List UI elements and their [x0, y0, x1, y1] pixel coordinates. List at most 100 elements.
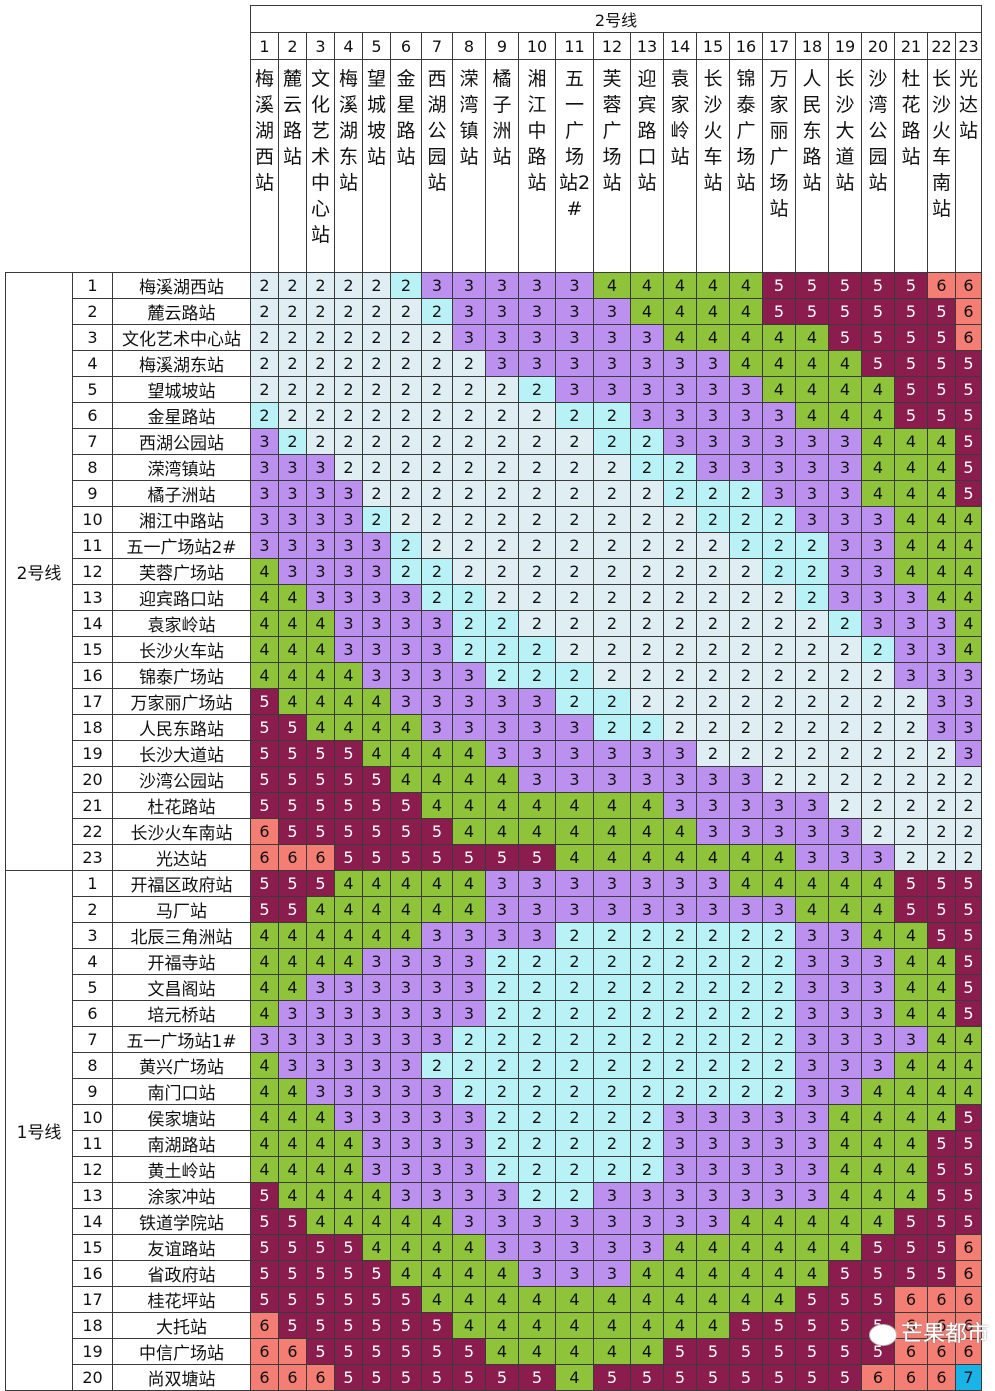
fare-cell: 2 [593, 1026, 631, 1053]
table-row: 20 沙湾公园站 5 5 5 5 5 4 4 4 4 3 3 3 3 3 3 3 2 2 2 2 2 2 2 [6, 766, 982, 793]
fare-cell: 2 [630, 1156, 664, 1183]
fare-cell: 4 [421, 792, 453, 819]
fare-cell: 3 [828, 532, 862, 559]
fare-cell: 5 [955, 1104, 982, 1131]
fare-cell: 4 [955, 558, 982, 585]
fare-cell: 3 [390, 1156, 422, 1183]
table-row: 20 尚双塘站 6 6 6 5 5 5 5 5 5 5 4 5 5 5 5 5 5 5 5 6 6 6 7 [6, 1364, 982, 1391]
fare-cell: 2 [390, 272, 422, 299]
fare-cell: 3 [593, 896, 631, 923]
column-station-name: 光达站 [955, 59, 982, 273]
fare-cell: 3 [452, 272, 486, 299]
column-station-name: 沙湾公园站 [861, 59, 895, 273]
fare-cell: 2 [555, 1156, 594, 1183]
fare-cell: 2 [518, 636, 556, 663]
column-number: 8 [452, 32, 486, 60]
fare-cell: 3 [795, 974, 829, 1001]
table-row: 4 梅溪湖东站 2 2 2 2 2 2 2 2 3 3 3 3 3 3 3 4 4 4 4 5 5 5 5 [6, 350, 982, 377]
fare-cell: 2 [828, 766, 862, 793]
fare-cell: 4 [828, 1234, 862, 1261]
fare-cell: 5 [278, 1208, 307, 1235]
fare-cell: 3 [306, 454, 335, 481]
fare-cell: 3 [518, 766, 556, 793]
fare-cell: 3 [663, 870, 697, 897]
fare-cell: 4 [729, 1260, 763, 1287]
fare-cell: 3 [861, 532, 895, 559]
table-row: 16 锦泰广场站 4 4 4 4 3 3 3 3 2 2 2 2 2 2 2 2 2 2 2 2 3 3 3 [6, 662, 982, 689]
table-row: 5 望城坡站 2 2 2 2 2 2 2 2 2 2 3 3 3 3 3 3 4 4 4 4 5 5 5 [6, 376, 982, 403]
fare-cell: 2 [593, 922, 631, 949]
fare-cell: 3 [421, 974, 453, 1001]
fare-cell: 3 [390, 1078, 422, 1105]
fare-cell: 2 [663, 1052, 697, 1079]
row-number: 23 [72, 844, 113, 871]
fare-cell: 2 [927, 740, 956, 767]
fare-cell: 4 [663, 844, 697, 871]
row-station-name: 芙蓉广场站 [112, 558, 251, 585]
column-station-name: 万家丽广场站 [762, 59, 796, 273]
fare-cell: 4 [452, 818, 486, 845]
fare-cell: 3 [334, 1000, 363, 1027]
column-number: 3 [306, 32, 335, 60]
fare-cell: 5 [278, 740, 307, 767]
fare-cell: 4 [518, 792, 556, 819]
fare-cell: 2 [729, 1052, 763, 1079]
fare-cell: 2 [421, 350, 453, 377]
fare-cell: 2 [362, 298, 391, 325]
table-row: 6 培元桥站 4 3 3 3 3 3 3 3 2 2 2 2 2 2 2 2 2 3 3 3 4 4 5 [6, 1000, 982, 1027]
fare-cell: 5 [452, 844, 486, 871]
fare-cell: 3 [334, 1026, 363, 1053]
fare-cell: 4 [421, 1286, 453, 1313]
column-station-name: 溁湾镇站 [452, 59, 486, 273]
fare-cell: 2 [696, 532, 730, 559]
fare-cell: 3 [663, 1208, 697, 1235]
fare-cell: 2 [362, 376, 391, 403]
fare-cell: 3 [861, 584, 895, 611]
fare-cell: 5 [362, 1338, 391, 1365]
fare-cell: 4 [630, 1338, 664, 1365]
fare-cell: 4 [452, 766, 486, 793]
fare-cell: 5 [390, 1338, 422, 1365]
fare-cell: 3 [485, 272, 519, 299]
fare-cell: 2 [861, 688, 895, 715]
fare-cell: 5 [894, 1234, 928, 1261]
fare-cell: 4 [828, 1156, 862, 1183]
fare-cell: 3 [795, 428, 829, 455]
fare-cell: 6 [955, 1234, 982, 1261]
fare-cell: 3 [362, 662, 391, 689]
fare-cell: 2 [795, 662, 829, 689]
fare-cell: 5 [927, 1130, 956, 1157]
fare-cell: 3 [452, 1208, 486, 1235]
fare-cell: 4 [555, 792, 594, 819]
fare-cell: 5 [955, 454, 982, 481]
fare-cell: 4 [306, 714, 335, 741]
column-station-name: 望城坡站 [362, 59, 391, 273]
fare-cell: 2 [485, 948, 519, 975]
fare-cell: 2 [696, 636, 730, 663]
column-station-name: 麓云路站 [278, 59, 307, 273]
fare-cell: 4 [696, 1312, 730, 1339]
fare-cell: 4 [518, 1312, 556, 1339]
fare-cell: 2 [729, 948, 763, 975]
fare-cell: 2 [593, 1156, 631, 1183]
fare-cell: 4 [795, 870, 829, 897]
fare-cell: 3 [250, 506, 279, 533]
fare-cell: 5 [334, 1286, 363, 1313]
fare-cell: 3 [630, 350, 664, 377]
fare-cell: 2 [452, 610, 486, 637]
fare-cell: 3 [452, 298, 486, 325]
fare-cell: 2 [630, 454, 664, 481]
fare-cell: 4 [250, 974, 279, 1001]
fare-cell: 2 [518, 584, 556, 611]
fare-cell: 2 [762, 922, 796, 949]
fare-cell: 5 [278, 870, 307, 897]
fare-cell: 2 [663, 584, 697, 611]
table-row: 14 袁家岭站 4 4 4 3 3 3 3 2 2 2 2 2 2 2 2 2 2 2 2 3 3 3 4 [6, 610, 982, 637]
fare-cell: 2 [795, 532, 829, 559]
fare-cell: 2 [362, 480, 391, 507]
fare-cell: 5 [278, 896, 307, 923]
fare-cell: 4 [593, 1286, 631, 1313]
fare-cell: 3 [729, 402, 763, 429]
fare-cell: 4 [663, 1260, 697, 1287]
fare-cell: 2 [696, 922, 730, 949]
